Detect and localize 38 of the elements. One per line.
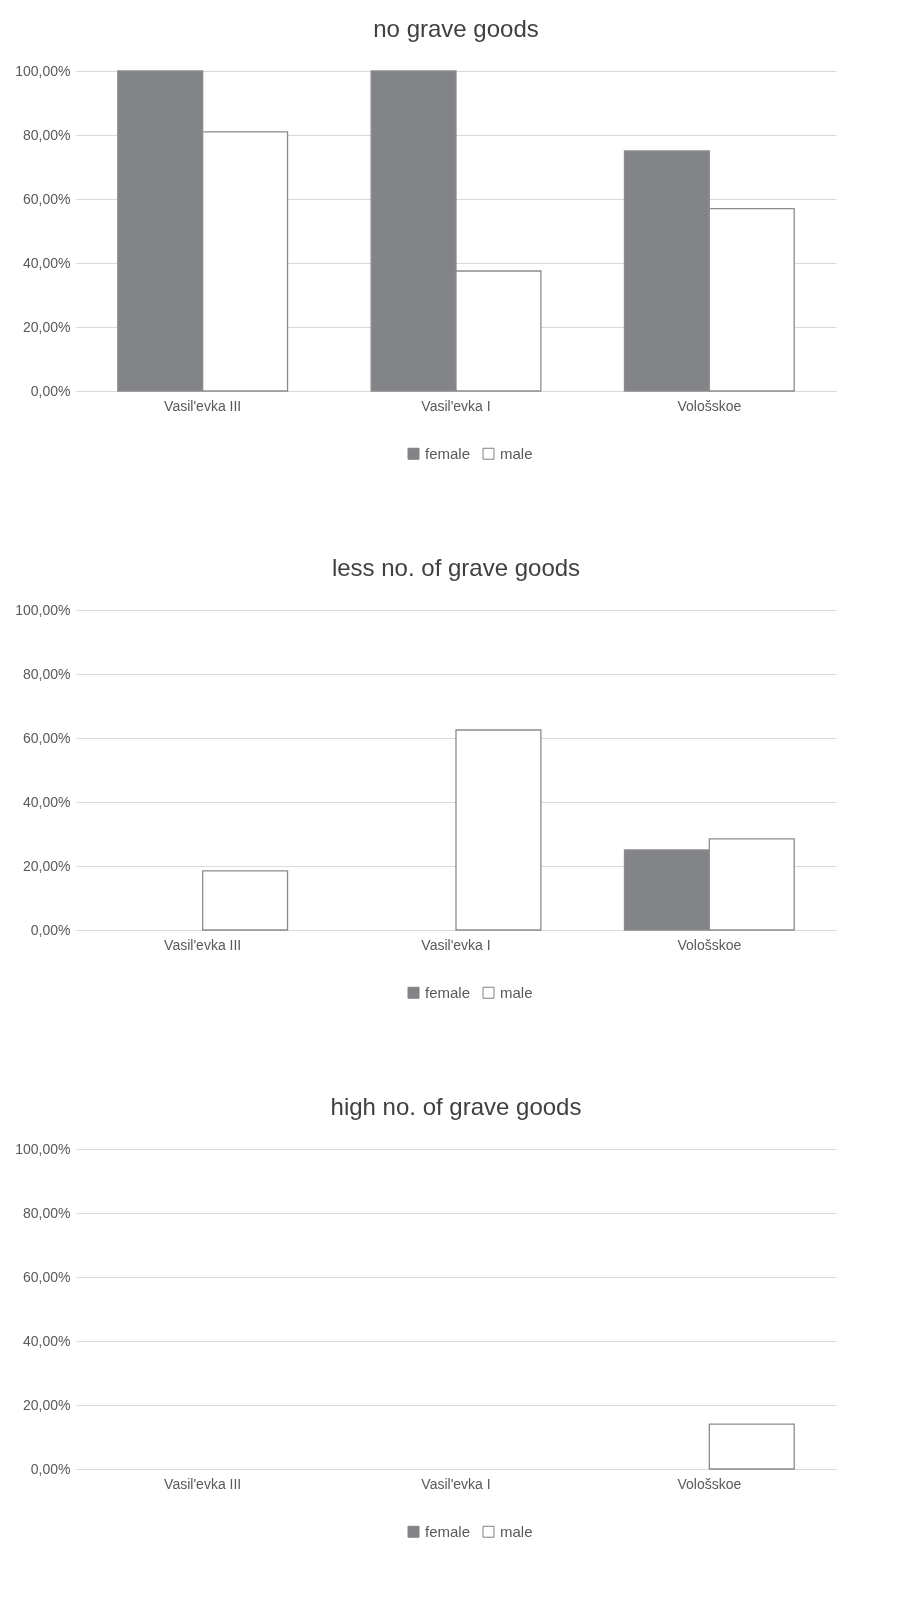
x-tick-label: Vološskoe <box>677 936 742 953</box>
x-tick-label: Vasil'evka III <box>164 936 242 953</box>
y-tick-label: 20,00% <box>23 318 71 335</box>
chart-title: high no. of grave goods <box>330 1093 582 1120</box>
x-tick-label: Vasil'evka I <box>421 1475 491 1492</box>
y-tick-label: 0,00% <box>30 382 71 399</box>
legend-label: male <box>500 1522 533 1540</box>
bar <box>455 729 542 931</box>
legend-label: male <box>500 983 533 1001</box>
y-tick-label: 20,00% <box>23 857 71 874</box>
legend-label: female <box>425 444 471 462</box>
y-tick-label: 20,00% <box>23 1396 71 1413</box>
legend-label: female <box>425 983 471 1001</box>
y-tick-label: 60,00% <box>23 729 71 746</box>
x-tick-label: Vološskoe <box>677 397 742 414</box>
y-tick-label: 60,00% <box>23 1268 71 1285</box>
x-tick-label: Vasil'evka I <box>421 936 491 953</box>
y-tick-label: 40,00% <box>23 793 71 810</box>
y-tick-label: 0,00% <box>30 1460 71 1477</box>
x-tick-label: Vasil'evka I <box>421 397 491 414</box>
y-tick-label: 80,00% <box>23 126 71 143</box>
y-tick-label: 60,00% <box>23 190 71 207</box>
y-tick-label: 0,00% <box>30 921 71 938</box>
y-tick-label: 40,00% <box>23 254 71 271</box>
y-tick-label: 100,00% <box>15 601 71 618</box>
legend-label: male <box>500 444 533 462</box>
y-tick-label: 40,00% <box>23 1332 71 1349</box>
x-tick-label: Vasil'evka III <box>164 1475 242 1492</box>
bar <box>202 870 289 931</box>
x-tick-label: Vološskoe <box>677 1475 742 1492</box>
chart-title: less no. of grave goods <box>331 554 581 581</box>
y-tick-label: 80,00% <box>23 1204 71 1221</box>
y-tick-label: 100,00% <box>15 62 71 79</box>
legend-label: female <box>425 1522 471 1540</box>
y-tick-label: 100,00% <box>15 1140 71 1157</box>
chart-title: no grave goods <box>373 15 539 42</box>
x-tick-label: Vasil'evka III <box>164 397 242 414</box>
y-tick-label: 80,00% <box>23 665 71 682</box>
